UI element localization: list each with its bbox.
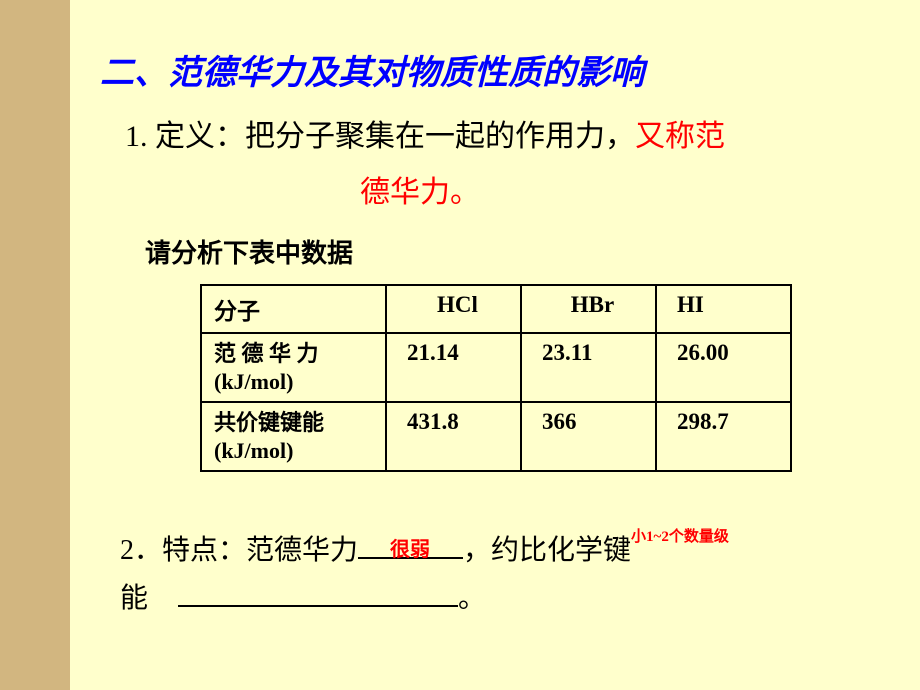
- row1-label-b: (kJ/mol): [214, 369, 293, 394]
- definition-line-2: 德华力。: [100, 167, 890, 211]
- header-hi: HI: [656, 285, 791, 333]
- point-2: 2．特点：范德华力很弱，约比化学键小1~2个数量级 能。: [120, 527, 890, 622]
- slide-content: 二、范德华力及其对物质性质的影响 1. 定义：把分子聚集在一起的作用力，又称范 …: [70, 0, 920, 690]
- row2-label: 共价键键能 (kJ/mol): [201, 402, 386, 471]
- table-row: 共价键键能 (kJ/mol) 431.8 366 298.7: [201, 402, 791, 471]
- row2-hbr: 366: [521, 402, 656, 471]
- header-molecule: 分子: [201, 285, 386, 333]
- data-table: 分子 HCl HBr HI 范 德 华 力 (kJ/mol) 21.14 23.…: [200, 284, 792, 472]
- row1-label-a: 范 德 华 力: [214, 341, 319, 366]
- definition-line-1: 1. 定义：把分子聚集在一起的作用力，又称范: [125, 114, 890, 159]
- header-hbr: HBr: [521, 285, 656, 333]
- def-red-1: 又称范: [635, 120, 725, 153]
- point2-prefix: 2．特点：范德华力: [120, 535, 358, 566]
- section-heading: 二、范德华力及其对物质性质的影响: [100, 45, 890, 94]
- row2-label-a: 共价键键能: [214, 410, 324, 435]
- table-header-row: 分子 HCl HBr HI: [201, 285, 791, 333]
- row2-hi: 298.7: [656, 402, 791, 471]
- row1-hbr: 23.11: [521, 333, 656, 402]
- def-body: 把分子聚集在一起的作用力，: [245, 120, 635, 153]
- point2-mid: ，约比化学键: [463, 535, 631, 566]
- blank-2: [178, 605, 458, 607]
- blank-1: 很弱: [358, 557, 463, 559]
- answer-2: 小1~2个数量级: [631, 525, 729, 551]
- row2-hcl: 431.8: [386, 402, 521, 471]
- table-row: 范 德 华 力 (kJ/mol) 21.14 23.11 26.00: [201, 333, 791, 402]
- answer-1: 很弱: [390, 533, 430, 567]
- row1-hi: 26.00: [656, 333, 791, 402]
- row1-label: 范 德 华 力 (kJ/mol): [201, 333, 386, 402]
- row2-label-b: (kJ/mol): [214, 438, 293, 463]
- point2-period: 。: [458, 583, 486, 614]
- def-label: 1. 定义：: [125, 120, 245, 153]
- point2-suffix: 能: [120, 583, 148, 614]
- analyze-prompt: 请分析下表中数据: [145, 233, 890, 270]
- sidebar-decoration: [0, 0, 70, 690]
- row1-hcl: 21.14: [386, 333, 521, 402]
- header-hcl: HCl: [386, 285, 521, 333]
